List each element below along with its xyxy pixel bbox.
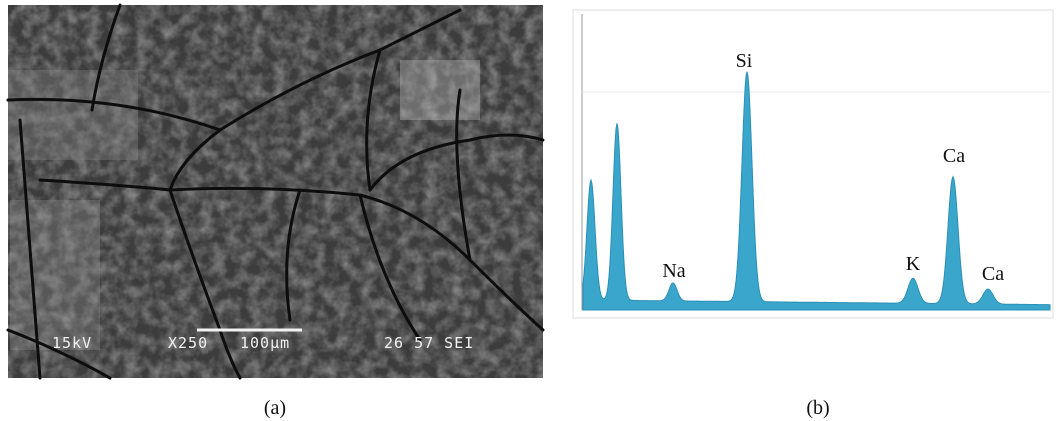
peak-label: Si [736, 50, 753, 72]
overlay-magnification: X250 [168, 334, 208, 352]
spectrum: Na Si K Ca Ca [572, 9, 1054, 319]
caption: (a) [264, 397, 286, 419]
caption: (b) [806, 397, 829, 419]
peak-label: Ca [982, 263, 1004, 285]
overlay-info: 26 57 SEI [384, 334, 474, 352]
spectrum-curve [582, 71, 1051, 311]
overlay-voltage: 15kV [52, 334, 92, 352]
overlay-scale: 100µm [240, 334, 290, 352]
sem-image: 15kV X250 100µm 26 57 SEI [6, 3, 545, 380]
peak-label: Ca [943, 145, 965, 167]
peak-label: Na [662, 260, 685, 282]
peak-label: K [906, 253, 921, 275]
